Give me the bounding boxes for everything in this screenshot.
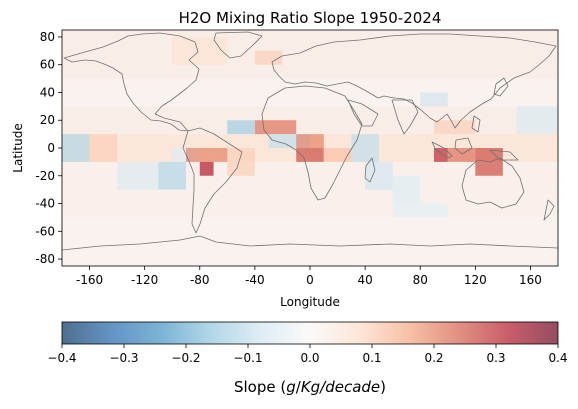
y-axis-label: Latitude xyxy=(11,123,25,172)
colorbar-tick-label: 0.1 xyxy=(362,351,381,365)
heatmap-cell xyxy=(89,134,118,162)
coastline-australia xyxy=(461,157,525,209)
y-tick-label: 80 xyxy=(40,30,55,44)
colorbar-tick-label: 0.0 xyxy=(300,351,319,365)
coastline-madagascar xyxy=(364,157,376,183)
coastline-arabia xyxy=(347,99,379,127)
x-tick-label: 80 xyxy=(413,273,428,287)
heatmap-cell xyxy=(62,217,558,266)
heatmap-cell xyxy=(351,134,379,162)
heatmap-cell xyxy=(199,161,214,176)
y-tick-label: 20 xyxy=(40,113,55,127)
colorbar-tick-label: 0.2 xyxy=(424,351,443,365)
heatmap-cell xyxy=(392,203,448,218)
heatmap-cell xyxy=(392,175,421,204)
colorbar-tick-label: −0.2 xyxy=(171,351,200,365)
colorbar: −0.4 −0.3 −0.2 −0.1 0.0 0.1 0.2 0.3 0.4 Slope (g… xyxy=(47,321,568,396)
heatmap-cell xyxy=(227,120,255,135)
heatmap-cell xyxy=(516,106,558,135)
colorbar-label-prefix: Slope ( xyxy=(234,378,286,396)
x-axis-ticks: -160 -120 -80 -40 0 40 80 120 160 xyxy=(76,266,542,287)
coastline-antarctica xyxy=(62,235,558,251)
heatmap-cell xyxy=(365,161,393,190)
colorbar-tick-label: −0.4 xyxy=(47,351,76,365)
colorbar-tick-label: 0.4 xyxy=(548,351,567,365)
y-tick-label: -20 xyxy=(35,169,55,183)
coastline-philippines xyxy=(471,115,481,133)
y-tick-label: -80 xyxy=(35,252,55,266)
heatmap-cell xyxy=(254,120,297,135)
heatmap-cell xyxy=(323,148,352,162)
heatmap-cell xyxy=(296,134,324,148)
y-tick-label: 60 xyxy=(40,58,55,72)
heatmap-cell xyxy=(296,148,324,162)
coastline-new-zealand xyxy=(543,199,555,221)
chart-title: H2O Mixing Ratio Slope 1950-2024 xyxy=(179,9,442,27)
heatmap-cell xyxy=(447,148,476,162)
x-tick-label: -160 xyxy=(76,273,103,287)
x-tick-label: 40 xyxy=(357,273,372,287)
heatmap-cell xyxy=(172,36,228,65)
x-tick-label: 0 xyxy=(306,273,314,287)
coastline-borneo xyxy=(454,137,473,155)
heatmap-area xyxy=(62,30,558,266)
heatmap-cell xyxy=(227,148,255,176)
coastline-eurasia xyxy=(271,33,557,129)
heatmap-cells xyxy=(62,30,558,266)
colorbar-label-unit-rest: Kg/decade xyxy=(301,378,380,396)
heatmap-cell xyxy=(62,78,558,107)
coastline-sumatra xyxy=(431,141,453,159)
colorbar-tick-label: −0.3 xyxy=(109,351,138,365)
heatmap-cell xyxy=(117,161,159,190)
coastline-japan xyxy=(493,77,509,97)
coastline-north-america xyxy=(63,32,200,132)
y-tick-label: 40 xyxy=(40,85,55,99)
coastlines xyxy=(62,31,558,251)
colorbar-label-unit-g: g xyxy=(286,378,296,396)
coastline-greenland xyxy=(213,31,263,59)
heatmap-cell xyxy=(62,30,558,79)
heatmap-cell xyxy=(62,134,90,162)
x-axis-label: Longitude xyxy=(280,295,340,309)
heatmap-cell xyxy=(434,148,448,162)
coastline-africa xyxy=(261,85,363,201)
heatmap-cell xyxy=(254,50,283,65)
colorbar-label-slash: / xyxy=(296,378,302,396)
y-tick-label: 0 xyxy=(47,141,55,155)
colorbar-tick-label: 0.3 xyxy=(486,351,505,365)
colorbar-ticks: −0.4 −0.3 −0.2 −0.1 0.0 0.1 0.2 0.3 0.4 xyxy=(47,344,568,365)
coastline-india xyxy=(391,99,419,135)
coastline-south-america xyxy=(182,127,243,234)
heatmap-cell xyxy=(186,148,214,162)
heatmap-cell xyxy=(62,106,558,135)
y-axis-ticks: 80 60 40 20 0 -20 -40 -60 -80 xyxy=(35,30,62,266)
x-tick-label: 160 xyxy=(519,273,542,287)
colorbar-gradient xyxy=(61,321,559,345)
heatmap-cell xyxy=(158,161,186,190)
heatmap-cell xyxy=(213,148,228,162)
y-tick-label: -60 xyxy=(35,224,55,238)
x-tick-label: -40 xyxy=(245,273,265,287)
y-tick-label: -40 xyxy=(35,197,55,211)
x-tick-label: 120 xyxy=(464,273,487,287)
heatmap-cell xyxy=(62,189,558,218)
colorbar-tick-label: −0.1 xyxy=(233,351,262,365)
colorbar-label: Slope (g/Kg/decade) xyxy=(234,378,386,396)
heatmap-cell xyxy=(420,92,448,107)
x-tick-label: -80 xyxy=(190,273,210,287)
coastline-new-guinea xyxy=(489,149,519,161)
colorbar-label-suffix: ) xyxy=(380,378,386,396)
x-tick-label: -120 xyxy=(131,273,158,287)
